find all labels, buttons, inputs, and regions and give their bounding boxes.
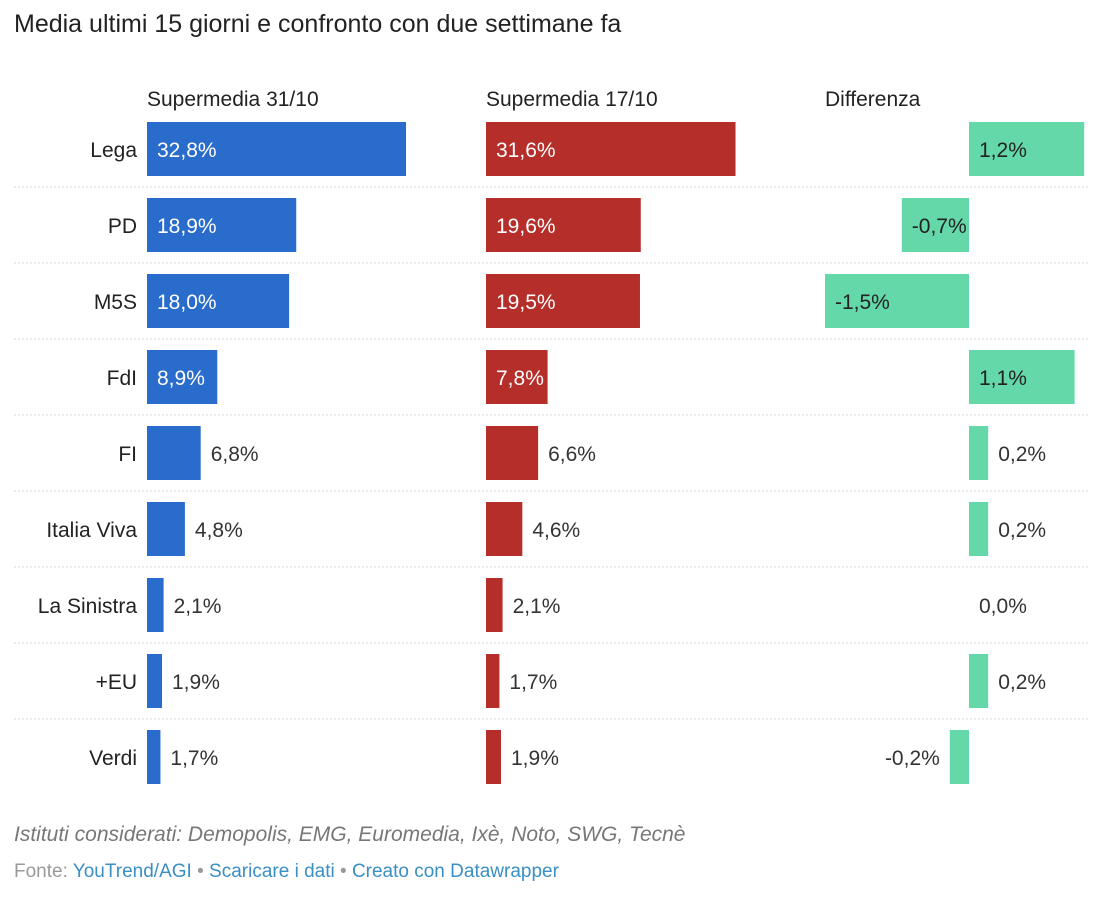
- column-header: Supermedia 17/10: [486, 88, 658, 111]
- category-label: PD: [108, 215, 137, 238]
- data-label: 1,1%: [979, 367, 1027, 390]
- bar-supermedia-current: [147, 122, 406, 176]
- bar-supermedia-current: [147, 350, 218, 404]
- bar-difference: [969, 426, 989, 480]
- bar-supermedia-previous: [486, 502, 523, 556]
- category-label: FdI: [107, 367, 137, 390]
- data-label: 7,8%: [496, 367, 544, 390]
- category-label: Verdi: [89, 747, 137, 770]
- datawrapper-link[interactable]: Creato con Datawrapper: [351, 861, 559, 882]
- data-label: 0,2%: [998, 671, 1046, 694]
- footer-source: Fonte: YouTrend/AGI • Scaricare i dati •…: [14, 861, 559, 883]
- data-label: -0,2%: [885, 747, 940, 770]
- category-label: Lega: [90, 139, 137, 162]
- footer-separator: •: [340, 861, 347, 882]
- data-label: 4,8%: [195, 519, 243, 542]
- category-label: FI: [118, 443, 137, 466]
- data-label: 0,2%: [998, 519, 1046, 542]
- source-link[interactable]: YouTrend/AGI: [72, 861, 192, 882]
- data-label: 18,9%: [157, 215, 217, 238]
- bar-supermedia-previous: [486, 654, 500, 708]
- bar-difference: [825, 274, 969, 328]
- category-label: +EU: [96, 671, 137, 694]
- bar-supermedia-current: [147, 198, 297, 252]
- bar-difference: [949, 730, 969, 784]
- bar-difference: [969, 502, 989, 556]
- data-label: 19,6%: [496, 215, 556, 238]
- data-label: 31,6%: [496, 139, 556, 162]
- bar-supermedia-current: [147, 578, 164, 632]
- data-label: 2,1%: [513, 595, 561, 618]
- bar-supermedia-current: [147, 654, 163, 708]
- bar-difference: [969, 122, 1085, 176]
- data-label: 32,8%: [157, 139, 217, 162]
- data-label: -0,7%: [912, 215, 967, 238]
- data-label: 0,2%: [998, 443, 1046, 466]
- bar-supermedia-current: [147, 730, 161, 784]
- data-label: 4,6%: [532, 519, 580, 542]
- bar-difference: [901, 198, 969, 252]
- data-label: 19,5%: [496, 291, 556, 314]
- data-label: 2,1%: [174, 595, 222, 618]
- data-label: 8,9%: [157, 367, 205, 390]
- data-label: 6,8%: [211, 443, 259, 466]
- chart-title: Media ultimi 15 giorni e confronto con d…: [14, 10, 622, 38]
- data-label: 1,7%: [509, 671, 557, 694]
- column-header: Differenza: [825, 88, 921, 111]
- bar-supermedia-previous: [486, 350, 548, 404]
- data-label: 0,0%: [979, 595, 1027, 618]
- chart-area: Supermedia 31/10 Supermedia 17/10 Differen…: [14, 88, 1090, 784]
- data-label: 6,6%: [548, 443, 596, 466]
- bar-difference: [969, 350, 1075, 404]
- bar-supermedia-previous: [486, 578, 503, 632]
- bar-supermedia-current: [147, 502, 185, 556]
- bar-supermedia-previous: [486, 730, 502, 784]
- bar-supermedia-previous: [486, 274, 640, 328]
- bar-supermedia-previous: [486, 198, 641, 252]
- data-label: 1,9%: [511, 747, 559, 770]
- data-label: 1,7%: [170, 747, 218, 770]
- footer-separator: •: [197, 861, 204, 882]
- category-label: La Sinistra: [38, 595, 138, 618]
- data-label: -1,5%: [835, 291, 890, 314]
- data-label: 1,2%: [979, 139, 1027, 162]
- source-label: Fonte:: [14, 861, 68, 882]
- bar-supermedia-previous: [486, 122, 736, 176]
- data-label: 18,0%: [157, 291, 217, 314]
- bar-difference: [969, 654, 989, 708]
- column-header: Supermedia 31/10: [147, 88, 319, 111]
- bar-supermedia-current: [147, 274, 290, 328]
- bar-supermedia-current: [147, 426, 201, 480]
- category-label: M5S: [94, 291, 137, 314]
- download-data-link[interactable]: Scaricare i dati: [209, 861, 335, 882]
- bar-supermedia-previous: [486, 426, 539, 480]
- footer-note: Istituti considerati: Demopolis, EMG, Eu…: [14, 823, 686, 846]
- category-label: Italia Viva: [46, 519, 137, 542]
- data-label: 1,9%: [172, 671, 220, 694]
